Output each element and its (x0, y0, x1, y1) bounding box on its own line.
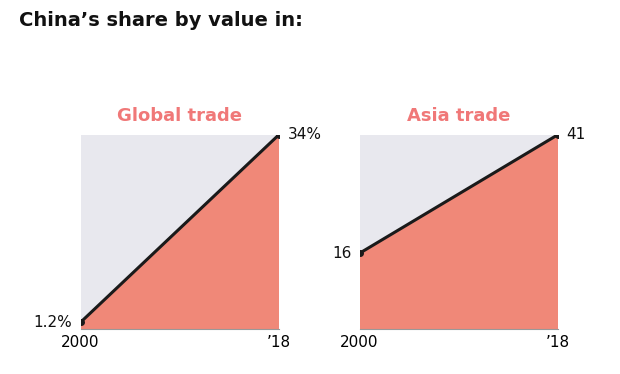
Polygon shape (360, 135, 558, 329)
Text: China’s share by value in:: China’s share by value in: (19, 11, 303, 30)
Text: 1.2%: 1.2% (33, 315, 73, 330)
Text: 41: 41 (566, 127, 585, 142)
Title: Global trade: Global trade (117, 107, 242, 125)
Text: 16: 16 (332, 246, 352, 261)
Title: Asia trade: Asia trade (407, 107, 510, 125)
Polygon shape (81, 135, 279, 329)
Text: 34%: 34% (287, 127, 321, 142)
